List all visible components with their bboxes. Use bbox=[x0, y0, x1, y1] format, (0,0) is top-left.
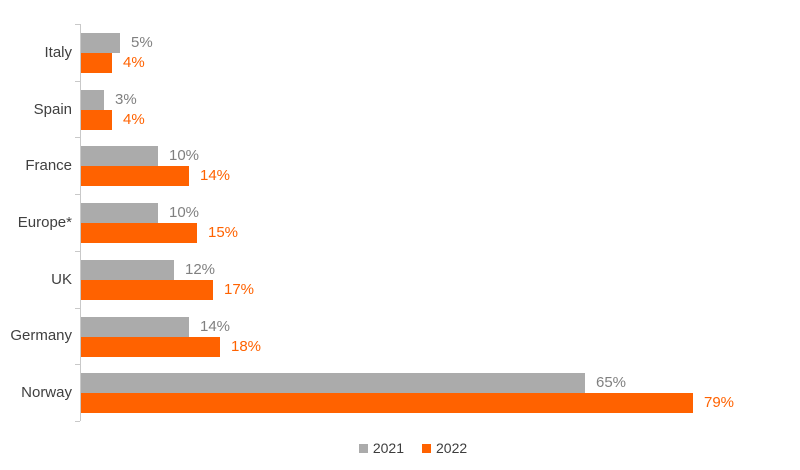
bar-2022-europe bbox=[81, 223, 197, 244]
bar-2022-norway bbox=[81, 393, 693, 414]
value-label-2022-europe: 15% bbox=[208, 224, 239, 242]
y-axis-tick bbox=[75, 307, 80, 309]
category-label-europe: Europe* bbox=[17, 213, 72, 231]
value-label-2022-spain: 4% bbox=[123, 110, 145, 128]
y-axis-tick bbox=[75, 80, 80, 82]
legend-swatch-2021 bbox=[358, 443, 368, 453]
bar-2021-norway bbox=[81, 373, 585, 394]
value-label-2021-italy: 5% bbox=[131, 34, 153, 51]
value-label-2022-italy: 4% bbox=[123, 54, 145, 71]
category-label-germany: Germany bbox=[10, 327, 72, 345]
y-axis-tick bbox=[75, 194, 80, 196]
legend-item-2021: 2021 bbox=[358, 440, 404, 456]
bar-2022-uk bbox=[81, 279, 213, 300]
y-axis-tick bbox=[75, 420, 80, 422]
category-row-germany: Germany 14% 18% bbox=[0, 308, 800, 365]
category-label-uk: UK bbox=[51, 270, 72, 288]
category-row-italy: Italy 5% 4% bbox=[0, 24, 800, 81]
legend: 2021 2022 bbox=[0, 440, 800, 456]
category-row-europe: Europe* 10% 15% bbox=[0, 194, 800, 251]
value-label-2021-france: 10% bbox=[169, 147, 200, 165]
value-label-2021-spain: 3% bbox=[115, 90, 137, 108]
category-row-france: France 10% 14% bbox=[0, 137, 800, 194]
value-label-2021-germany: 14% bbox=[200, 317, 231, 335]
category-row-spain: Spain 3% 4% bbox=[0, 81, 800, 138]
value-label-2022-norway: 79% bbox=[704, 394, 735, 412]
category-label-spain: Spain bbox=[33, 100, 72, 118]
value-label-2022-france: 14% bbox=[200, 167, 231, 185]
bar-2022-italy bbox=[81, 53, 112, 73]
bar-2022-spain bbox=[81, 109, 112, 130]
category-label-norway: Norway bbox=[21, 384, 72, 402]
legend-label-2022: 2022 bbox=[436, 440, 468, 456]
bar-2021-italy bbox=[81, 33, 120, 53]
y-axis-tick bbox=[75, 137, 80, 139]
value-label-2021-norway: 65% bbox=[596, 374, 627, 392]
legend-label-2021: 2021 bbox=[372, 440, 404, 456]
value-label-2021-europe: 10% bbox=[169, 204, 200, 222]
category-row-norway: Norway 65% 79% bbox=[0, 364, 800, 421]
bar-2021-uk bbox=[81, 259, 174, 280]
y-axis-tick bbox=[75, 364, 80, 366]
category-row-uk: UK 12% 17% bbox=[0, 251, 800, 308]
y-axis-tick bbox=[75, 250, 80, 252]
legend-item-2022: 2022 bbox=[422, 440, 467, 456]
bar-2021-germany bbox=[81, 316, 189, 337]
legend-swatch-2022 bbox=[422, 443, 431, 453]
category-label-france: France bbox=[25, 157, 72, 175]
bar-2022-germany bbox=[81, 336, 220, 357]
category-label-italy: Italy bbox=[44, 43, 72, 61]
bar-2021-france bbox=[81, 146, 158, 167]
bar-2022-france bbox=[81, 166, 189, 187]
y-axis-tick bbox=[75, 24, 80, 25]
bar-2021-spain bbox=[81, 89, 104, 110]
bar-2021-europe bbox=[81, 203, 158, 224]
value-label-2021-uk: 12% bbox=[185, 260, 216, 278]
y-axis-line bbox=[80, 24, 81, 421]
value-label-2022-uk: 17% bbox=[224, 280, 255, 298]
value-label-2022-germany: 18% bbox=[231, 337, 262, 355]
